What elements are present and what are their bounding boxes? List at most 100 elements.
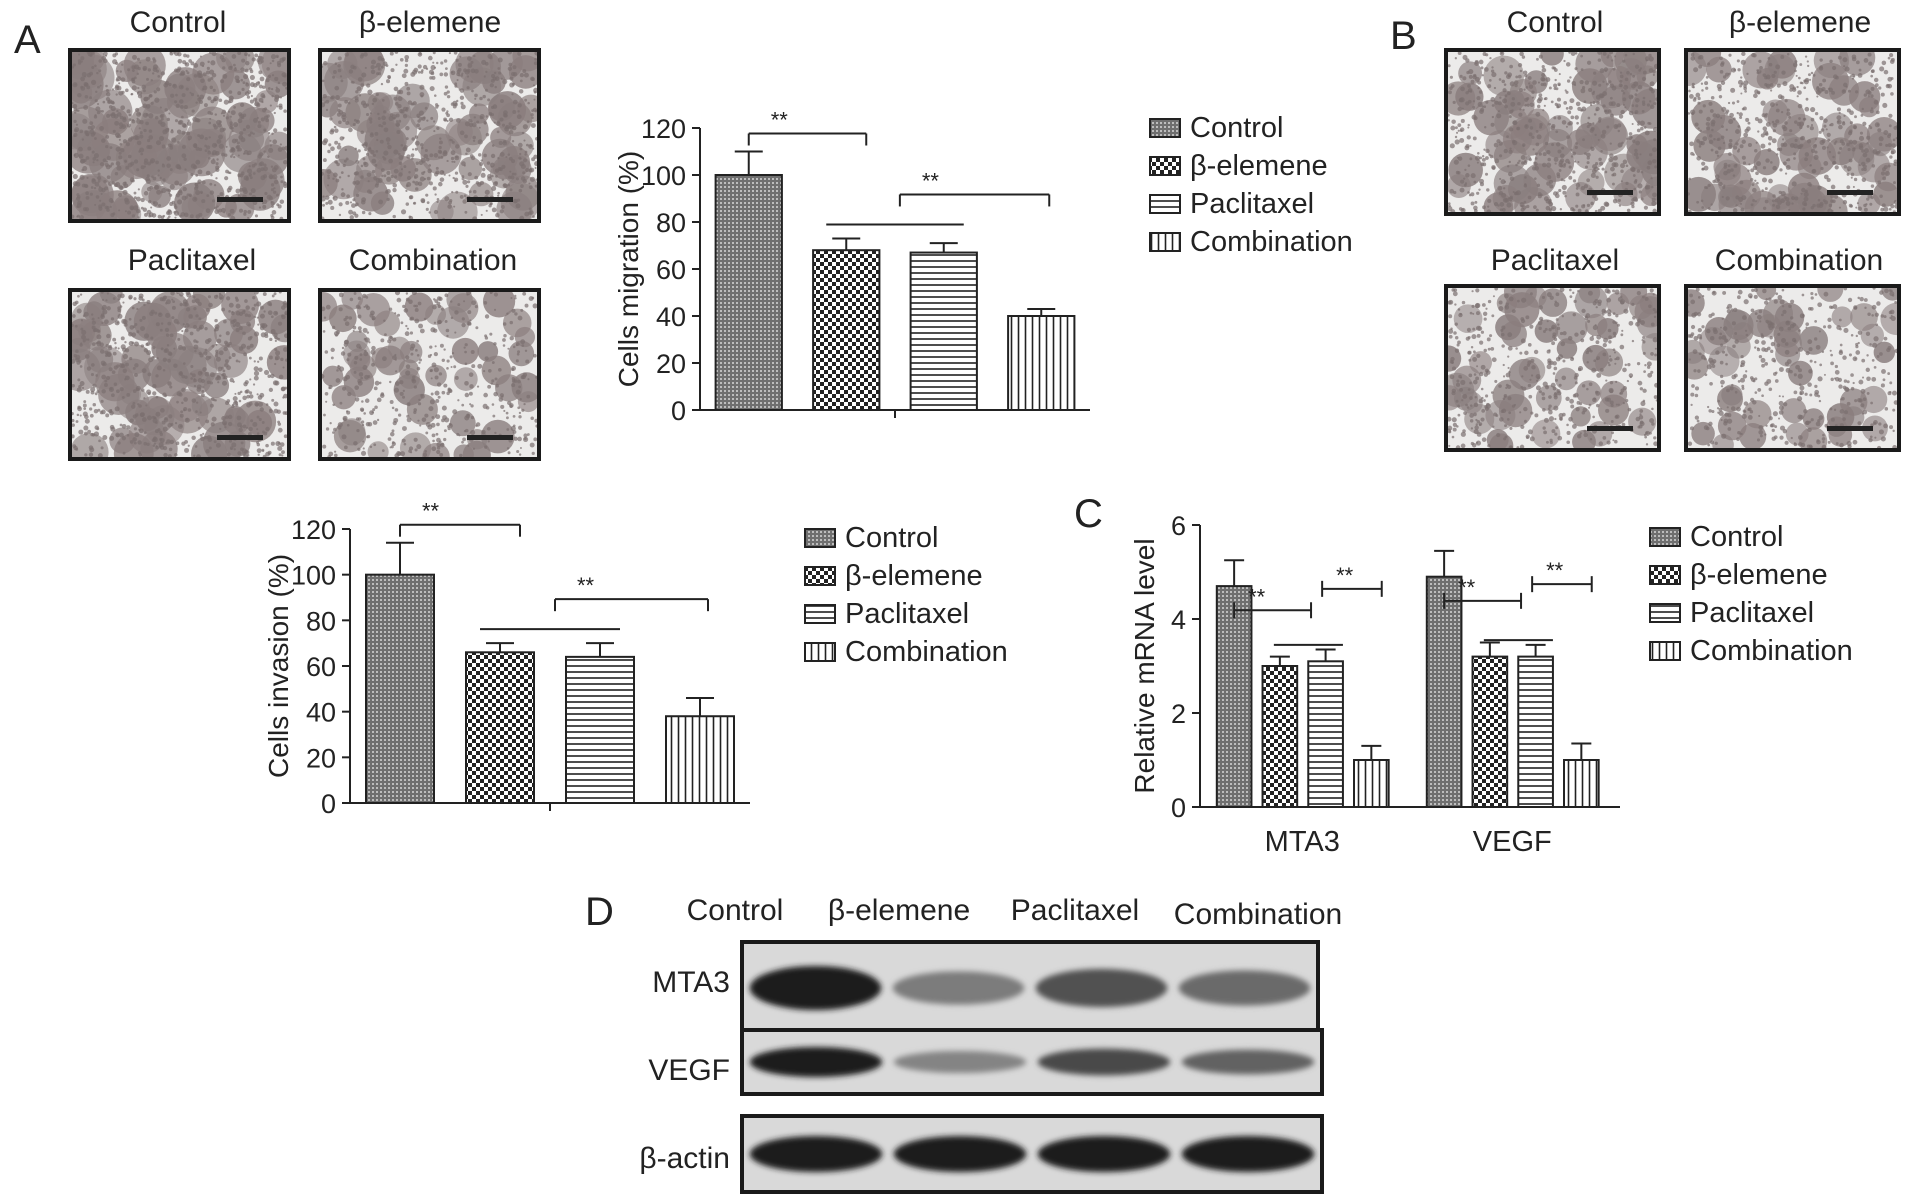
panel-label-a: A	[14, 18, 41, 62]
bar-mta3-paclitaxel	[1307, 660, 1344, 808]
bar-vegf-control	[1425, 575, 1463, 808]
legend: Control β-elemene Paclitaxel Combination	[804, 522, 1008, 668]
y-tick-label-120: 120	[641, 114, 686, 144]
micro-b-label-combination: Combination	[1714, 244, 1884, 277]
band-vegf-elemene	[893, 1050, 1027, 1074]
micro-b-label-elemene: β-elemene	[1728, 6, 1872, 39]
micro-a-label-paclitaxel: Paclitaxel	[127, 244, 257, 277]
y-tick-label-20: 20	[656, 349, 686, 379]
legend-entry-control: Control	[1190, 112, 1284, 144]
y-tick-label-80: 80	[306, 606, 336, 636]
bar-paclitaxel	[909, 251, 978, 411]
micro-b-label-paclitaxel: Paclitaxel	[1490, 244, 1620, 277]
blot-lane-label-control: Control	[686, 894, 784, 927]
micrograph-a-control	[68, 48, 291, 223]
band-vegf-control	[749, 1047, 883, 1077]
sig-vegf-1-stars: **	[1458, 575, 1476, 600]
y-tick-label-6: 6	[1171, 511, 1186, 541]
bar-paclitaxel	[565, 655, 635, 804]
scale-bar	[217, 435, 263, 440]
migration-chart: Cells migration (%) 0 20 40 60 80 100 120 ** ** Co…	[613, 108, 1353, 427]
sig-mta3-1-stars: **	[1248, 584, 1266, 609]
legend-entry-paclitaxel: Paclitaxel	[1190, 188, 1314, 220]
bar-mta3-control	[1215, 585, 1253, 808]
micro-a-label-control: Control	[129, 6, 227, 39]
scale-bar	[467, 435, 513, 440]
micro-a-label-elemene: β-elemene	[358, 6, 502, 39]
micrograph-b-paclitaxel	[1444, 284, 1661, 452]
band-mta3-control	[749, 966, 882, 1010]
micrograph-a-paclitaxel	[68, 288, 291, 461]
band-vegf-paclitaxel	[1037, 1048, 1171, 1076]
legend: Control β-elemene Paclitaxel Combination	[1149, 112, 1353, 258]
band-mta3-combination	[1178, 970, 1311, 1006]
micrograph-b-control	[1444, 48, 1661, 216]
y-tick-label-2: 2	[1171, 699, 1186, 729]
y-tick-label-0: 0	[1171, 793, 1186, 823]
y-tick-label-4: 4	[1171, 605, 1186, 635]
y-tick-label-40: 40	[306, 698, 336, 728]
blot-lane-label-paclitaxel: Paclitaxel	[1010, 894, 1140, 927]
legend-swatch-elemene	[1149, 156, 1181, 176]
micrograph-b-combination	[1684, 284, 1901, 452]
y-tick-label-40: 40	[656, 302, 686, 332]
legend-swatch-control	[1649, 527, 1681, 547]
bar-mta3-combination	[1353, 759, 1390, 808]
micrograph-a-elemene	[318, 48, 541, 223]
legend-entry-combination: Combination	[845, 636, 1008, 668]
blot-row-label-mta3: MTA3	[652, 966, 730, 999]
sig-bracket-2-stars: **	[922, 168, 940, 193]
y-tick-label-60: 60	[656, 255, 686, 285]
panel-label-c: C	[1074, 492, 1103, 536]
y-axis-label: Cells invasion (%)	[263, 554, 294, 778]
legend-entry-elemene: β-elemene	[845, 560, 983, 592]
blot-row-mta3	[740, 940, 1320, 1036]
legend-swatch-elemene	[804, 566, 836, 586]
legend-entry-combination: Combination	[1690, 635, 1853, 667]
band-mta3-elemene	[892, 971, 1025, 1005]
blot-row-label-actin: β-actin	[639, 1142, 730, 1175]
blot-row-vegf	[740, 1028, 1324, 1096]
band-actin-paclitaxel	[1037, 1136, 1171, 1172]
band-actin-combination	[1181, 1136, 1315, 1172]
sig-vegf-2-stars: **	[1546, 558, 1564, 583]
mrna-chart: Relative mRNA level 0 2 4 6 ** ** MTA3 ** ** VEGF C…	[1129, 511, 1853, 855]
legend-entry-elemene: β-elemene	[1190, 150, 1328, 182]
legend-entry-paclitaxel: Paclitaxel	[1690, 597, 1814, 629]
legend-entry-paclitaxel: Paclitaxel	[845, 598, 969, 630]
legend-entry-control: Control	[845, 522, 939, 554]
y-tick-label-0: 0	[671, 396, 686, 426]
bar-vegf-elemene	[1471, 655, 1509, 808]
y-tick-label-20: 20	[306, 743, 336, 773]
band-actin-control	[749, 1136, 883, 1172]
micrograph-b-elemene	[1684, 48, 1901, 216]
legend-swatch-combination	[1149, 232, 1181, 252]
legend-swatch-combination	[804, 642, 836, 662]
scale-bar	[217, 197, 263, 202]
blot-row-actin	[740, 1114, 1324, 1194]
micro-a-label-combination: Combination	[348, 244, 518, 277]
y-tick-label-0: 0	[321, 789, 336, 819]
legend-swatch-control	[804, 528, 836, 548]
blot-lane-label-elemene: β-elemene	[827, 894, 971, 927]
sig-bracket-1-stars: **	[422, 499, 440, 524]
y-tick-label-100: 100	[641, 161, 686, 191]
scale-bar	[1587, 426, 1633, 431]
legend-entry-control: Control	[1690, 521, 1784, 553]
sig-bracket-1-stars: **	[771, 108, 789, 133]
band-mta3-paclitaxel	[1035, 968, 1168, 1008]
y-tick-label-120: 120	[291, 515, 336, 545]
legend: Control β-elemene Paclitaxel Combination	[1649, 521, 1853, 667]
sig-bracket-2-stars: **	[577, 573, 595, 598]
legend-swatch-combination	[1649, 641, 1681, 661]
scale-bar	[467, 197, 513, 202]
sig-mta3-2-stars: **	[1336, 563, 1354, 588]
y-axis-label: Cells migration (%)	[613, 151, 644, 388]
bar-elemene	[465, 651, 535, 804]
blot-row-label-vegf: VEGF	[648, 1054, 730, 1087]
micrograph-a-combination	[318, 288, 541, 461]
band-vegf-combination	[1181, 1049, 1315, 1075]
bar-combination	[665, 715, 735, 805]
x-category-vegf: VEGF	[1473, 826, 1552, 855]
bar-combination	[1007, 315, 1076, 411]
